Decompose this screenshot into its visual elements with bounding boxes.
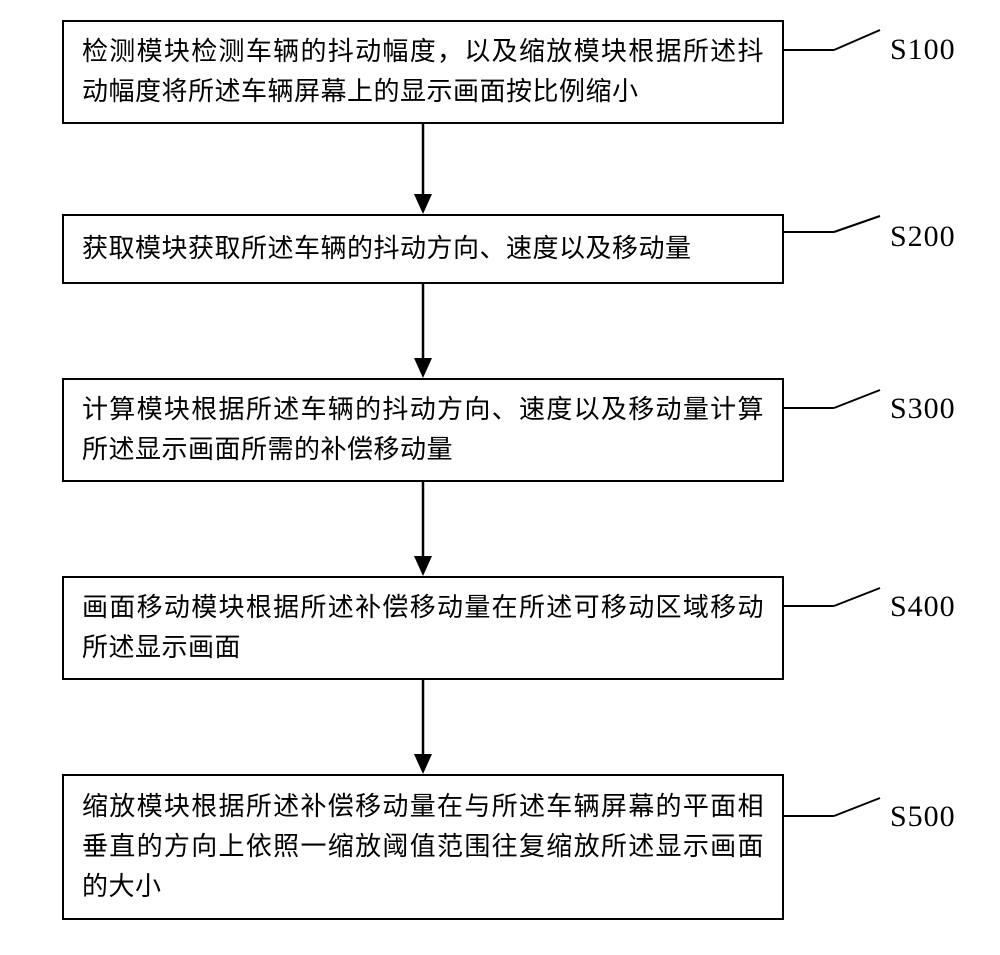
step-box-s100: 检测模块检测车辆的抖动幅度，以及缩放模块根据所述抖动幅度将所述车辆屏幕上的显示画… (62, 20, 784, 124)
step-box-s500: 缩放模块根据所述补偿移动量在与所述车辆屏幕的平面相垂直的方向上依照一缩放阈值范围… (62, 774, 784, 920)
arrow-s200-s300 (411, 284, 435, 378)
leader-s500 (784, 788, 890, 828)
step-label-s100: S100 (890, 33, 956, 67)
step-text-s100: 检测模块检测车辆的抖动幅度，以及缩放模块根据所述抖动幅度将所述车辆屏幕上的显示画… (82, 32, 764, 113)
leader-s300 (784, 380, 890, 420)
arrow-s100-s200 (411, 124, 435, 214)
step-label-s500: S500 (890, 800, 956, 834)
step-box-s300: 计算模块根据所述车辆的抖动方向、速度以及移动量计算所述显示画面所需的补偿移动量 (62, 378, 784, 482)
step-label-s400: S400 (890, 590, 956, 624)
leader-s400 (784, 578, 890, 618)
step-text-s300: 计算模块根据所述车辆的抖动方向、速度以及移动量计算所述显示画面所需的补偿移动量 (82, 390, 764, 471)
step-label-s200: S200 (890, 220, 956, 254)
step-box-s200: 获取模块获取所述车辆的抖动方向、速度以及移动量 (62, 214, 784, 284)
leader-s100 (784, 22, 890, 62)
step-text-s500: 缩放模块根据所述补偿移动量在与所述车辆屏幕的平面相垂直的方向上依照一缩放阈值范围… (82, 787, 764, 908)
step-text-s200: 获取模块获取所述车辆的抖动方向、速度以及移动量 (82, 229, 692, 269)
flowchart-canvas: 检测模块检测车辆的抖动幅度，以及缩放模块根据所述抖动幅度将所述车辆屏幕上的显示画… (0, 0, 1000, 955)
step-box-s400: 画面移动模块根据所述补偿移动量在所述可移动区域移动所述显示画面 (62, 576, 784, 680)
step-text-s400: 画面移动模块根据所述补偿移动量在所述可移动区域移动所述显示画面 (82, 588, 764, 669)
step-label-s300: S300 (890, 392, 956, 426)
arrow-s400-s500 (411, 680, 435, 774)
arrow-s300-s400 (411, 482, 435, 576)
leader-s200 (784, 206, 890, 246)
